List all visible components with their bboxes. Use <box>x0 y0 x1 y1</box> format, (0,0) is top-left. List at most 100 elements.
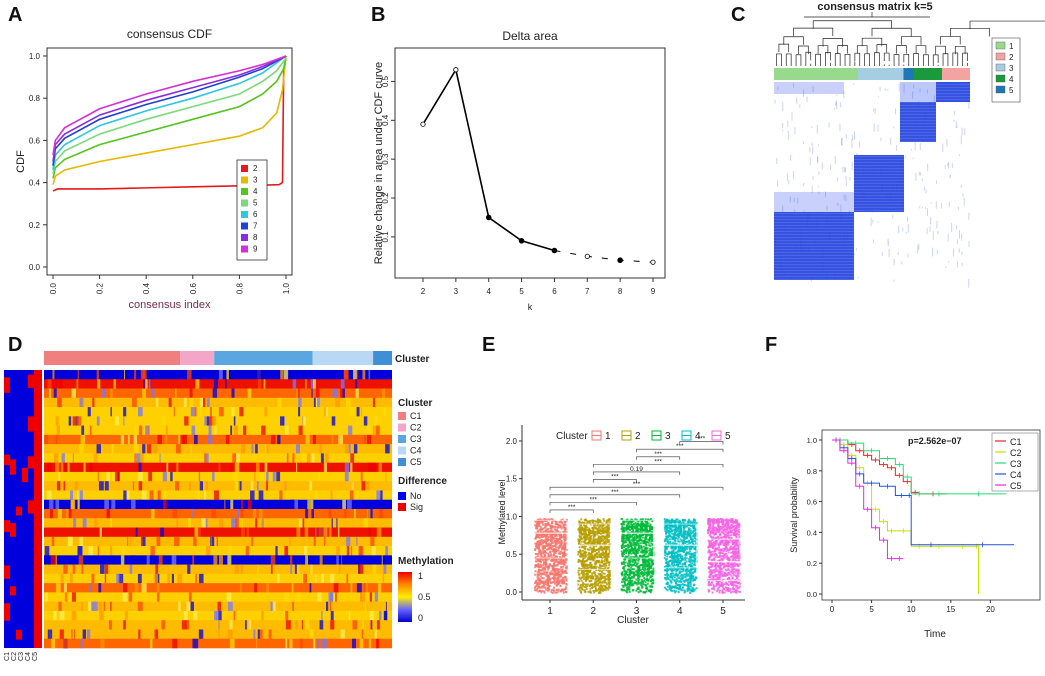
panel-e-point <box>595 538 598 541</box>
panel-c-speckle <box>809 147 811 153</box>
panel-d-streak <box>342 499 346 510</box>
panel-c-speckle <box>898 83 900 92</box>
panel-e-point <box>630 542 633 545</box>
panel-e-point <box>686 540 689 543</box>
panel-c-speckle <box>912 91 914 99</box>
panel-d-streak <box>150 379 152 389</box>
panel-d-streak <box>309 583 312 593</box>
panel-c-speckle <box>958 248 960 253</box>
panel-e-point <box>687 588 690 591</box>
panel-e-point <box>585 522 588 525</box>
panel-e-point <box>627 549 630 552</box>
panel-d-streak <box>114 416 120 426</box>
panel-e-point <box>628 565 631 568</box>
panel-d-streak <box>175 388 177 399</box>
panel-e-point <box>552 566 555 569</box>
panel-d-streak <box>350 453 355 463</box>
panel-e-point <box>683 530 686 533</box>
panel-d-streak <box>227 601 233 612</box>
panel-c-speckle <box>940 202 942 209</box>
panel-e-point <box>679 584 682 587</box>
panel-e-point <box>559 541 562 544</box>
panel-e-point <box>589 531 592 534</box>
panel-d-streak <box>382 573 385 584</box>
panel-e-point <box>676 529 679 532</box>
panel-e-point <box>671 562 674 565</box>
panel-e-point <box>621 572 624 575</box>
panel-e-point <box>584 569 587 572</box>
panel-e-point <box>583 556 586 559</box>
panel-e-point <box>626 568 629 571</box>
panel-e-point <box>671 525 674 528</box>
panel-c-speckle <box>917 245 919 254</box>
panel-e-point <box>666 564 669 567</box>
panel-e-point <box>680 522 683 525</box>
panel-e-point <box>647 522 650 525</box>
panel-e-point <box>667 545 670 548</box>
panel-e-legend-label-1: 1 <box>605 431 611 442</box>
panel-e-point <box>640 523 643 526</box>
panel-e-point <box>716 521 719 524</box>
panel-e-point <box>678 527 681 530</box>
panel-e-point <box>644 567 647 570</box>
panel-e-point <box>683 579 686 582</box>
panel-e-point <box>591 577 594 580</box>
panel-c-speckle <box>845 133 847 139</box>
panel-c-speckle <box>921 178 923 182</box>
panel-c-speckle <box>837 202 839 206</box>
panel-e-point <box>639 555 642 558</box>
panel-e-point <box>666 589 669 592</box>
panel-e-point <box>540 554 543 557</box>
panel-e-point <box>608 528 611 531</box>
panel-e-point <box>622 552 625 555</box>
panel-e-point <box>634 538 637 541</box>
panel-e-point <box>691 522 694 525</box>
panel-d-streak <box>79 536 84 547</box>
panel-e-box-2 <box>575 523 611 570</box>
panel-e-point <box>599 540 602 543</box>
panel-e-point <box>689 563 692 566</box>
panel-d-streak <box>79 444 84 454</box>
panel-e-point <box>632 555 635 558</box>
panel-e-point <box>598 556 601 559</box>
panel-d-streak <box>120 555 125 565</box>
panel-e-point <box>692 521 695 524</box>
panel-d-streak <box>330 610 334 621</box>
panel-e-point <box>553 528 556 531</box>
panel-d-streak <box>234 462 240 473</box>
panel-e-point <box>634 546 637 549</box>
panel-d-legend-swatch-C3 <box>398 435 406 443</box>
panel-e-point <box>692 523 695 526</box>
panel-e-point <box>623 570 626 573</box>
panel-c-speckle <box>852 134 854 140</box>
panel-d-row <box>44 564 392 575</box>
panel-d-streak <box>141 536 143 547</box>
panel-e-point <box>638 564 641 567</box>
panel-e-point <box>608 574 611 577</box>
panel-e-point <box>685 579 688 582</box>
panel-e-point <box>606 519 609 522</box>
panel-e-point <box>590 547 593 550</box>
panel-c-speckle <box>816 124 818 134</box>
panel-e-point <box>639 568 642 571</box>
panel-e-point <box>538 536 541 539</box>
panel-e-point <box>645 530 648 533</box>
panel-e-point <box>537 560 540 563</box>
panel-e-point <box>635 558 638 561</box>
panel-e-point <box>674 529 677 532</box>
panel-e-point <box>687 579 690 582</box>
panel-e-point <box>599 532 602 535</box>
panel-e-point <box>684 565 687 568</box>
panel-e-point <box>633 544 636 547</box>
panel-e-point <box>599 545 602 548</box>
panel-e-point <box>640 546 643 549</box>
panel-e-point <box>544 582 547 585</box>
panel-d-streak <box>199 481 204 491</box>
panel-e-point <box>605 581 608 584</box>
panel-e-point <box>674 534 677 537</box>
panel-e-point <box>555 533 558 536</box>
panel-e-point <box>556 526 559 529</box>
panel-e-point <box>688 544 691 547</box>
panel-e-point <box>586 575 589 578</box>
panel-d-streak <box>257 629 260 640</box>
